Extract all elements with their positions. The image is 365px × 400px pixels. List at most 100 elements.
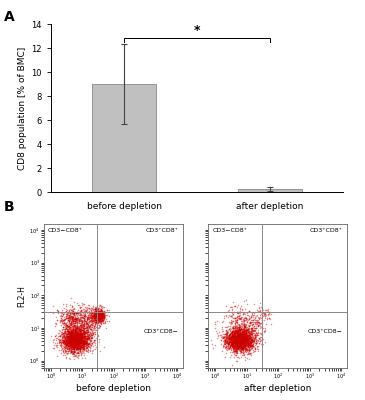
Point [54, 344, 59, 350]
Point [66, 314, 72, 320]
Point [85, 321, 91, 327]
Point [231, 334, 237, 341]
Point [262, 338, 268, 345]
Point [236, 325, 242, 331]
Point [242, 331, 247, 338]
Point [224, 341, 230, 347]
Point [89, 314, 95, 320]
Point [74, 310, 80, 316]
Point [97, 309, 103, 315]
Point [260, 317, 265, 324]
Point [60, 324, 66, 330]
Point [63, 354, 69, 360]
Point [65, 346, 71, 352]
Point [69, 328, 75, 334]
Point [77, 334, 83, 341]
Point [232, 317, 238, 324]
Point [91, 309, 97, 315]
Point [65, 336, 71, 343]
Point [231, 334, 237, 340]
Point [234, 335, 240, 342]
Point [75, 341, 81, 347]
Point [95, 312, 100, 318]
Point [242, 348, 248, 354]
Point [66, 330, 72, 336]
Point [234, 348, 239, 354]
Point [233, 331, 238, 337]
Point [238, 333, 243, 339]
Point [78, 337, 84, 344]
Point [97, 313, 103, 319]
Point [80, 324, 86, 330]
Point [259, 332, 265, 338]
Point [74, 340, 80, 347]
Point [87, 336, 93, 343]
Point [84, 336, 89, 342]
Point [227, 343, 233, 349]
Point [78, 333, 84, 340]
Point [75, 334, 81, 340]
Point [240, 337, 246, 343]
Point [223, 324, 229, 330]
Point [84, 335, 90, 341]
Point [250, 342, 256, 349]
Point [81, 334, 87, 340]
Point [68, 324, 73, 330]
Point [234, 331, 240, 337]
Point [76, 331, 81, 338]
Point [252, 325, 258, 332]
Point [67, 338, 73, 344]
Point [241, 336, 246, 343]
Point [245, 340, 251, 347]
Point [226, 339, 231, 346]
Point [96, 311, 102, 317]
Point [244, 342, 250, 348]
Point [93, 313, 99, 319]
Point [243, 335, 249, 341]
Point [243, 314, 249, 321]
Point [74, 324, 80, 330]
Point [70, 326, 76, 333]
Point [72, 339, 77, 345]
Point [238, 340, 243, 346]
Point [84, 317, 90, 324]
Point [76, 318, 82, 324]
Point [262, 307, 268, 314]
Point [264, 314, 270, 321]
Point [237, 340, 242, 346]
Point [78, 327, 84, 334]
Point [74, 314, 80, 321]
Point [72, 323, 77, 329]
Y-axis label: FL2-H: FL2-H [18, 285, 27, 307]
Point [81, 341, 87, 348]
Point [241, 332, 246, 338]
Point [244, 338, 250, 344]
Point [87, 329, 93, 336]
Point [66, 338, 72, 344]
Point [239, 344, 245, 350]
Point [224, 336, 230, 342]
Point [66, 313, 72, 319]
Point [251, 322, 257, 329]
Point [77, 317, 83, 324]
Point [73, 334, 78, 340]
Point [74, 316, 80, 322]
Point [93, 334, 99, 341]
Point [72, 330, 78, 336]
Point [70, 318, 76, 325]
Point [221, 341, 227, 348]
Point [72, 337, 77, 343]
Point [231, 348, 237, 354]
Point [242, 334, 248, 340]
Point [251, 316, 257, 322]
Point [247, 346, 253, 352]
Point [233, 327, 239, 334]
Point [77, 304, 82, 311]
Point [73, 338, 78, 344]
Point [73, 336, 79, 343]
Point [236, 332, 242, 338]
Point [254, 330, 260, 336]
Point [236, 334, 242, 340]
Point [68, 332, 74, 339]
Point [68, 332, 73, 338]
